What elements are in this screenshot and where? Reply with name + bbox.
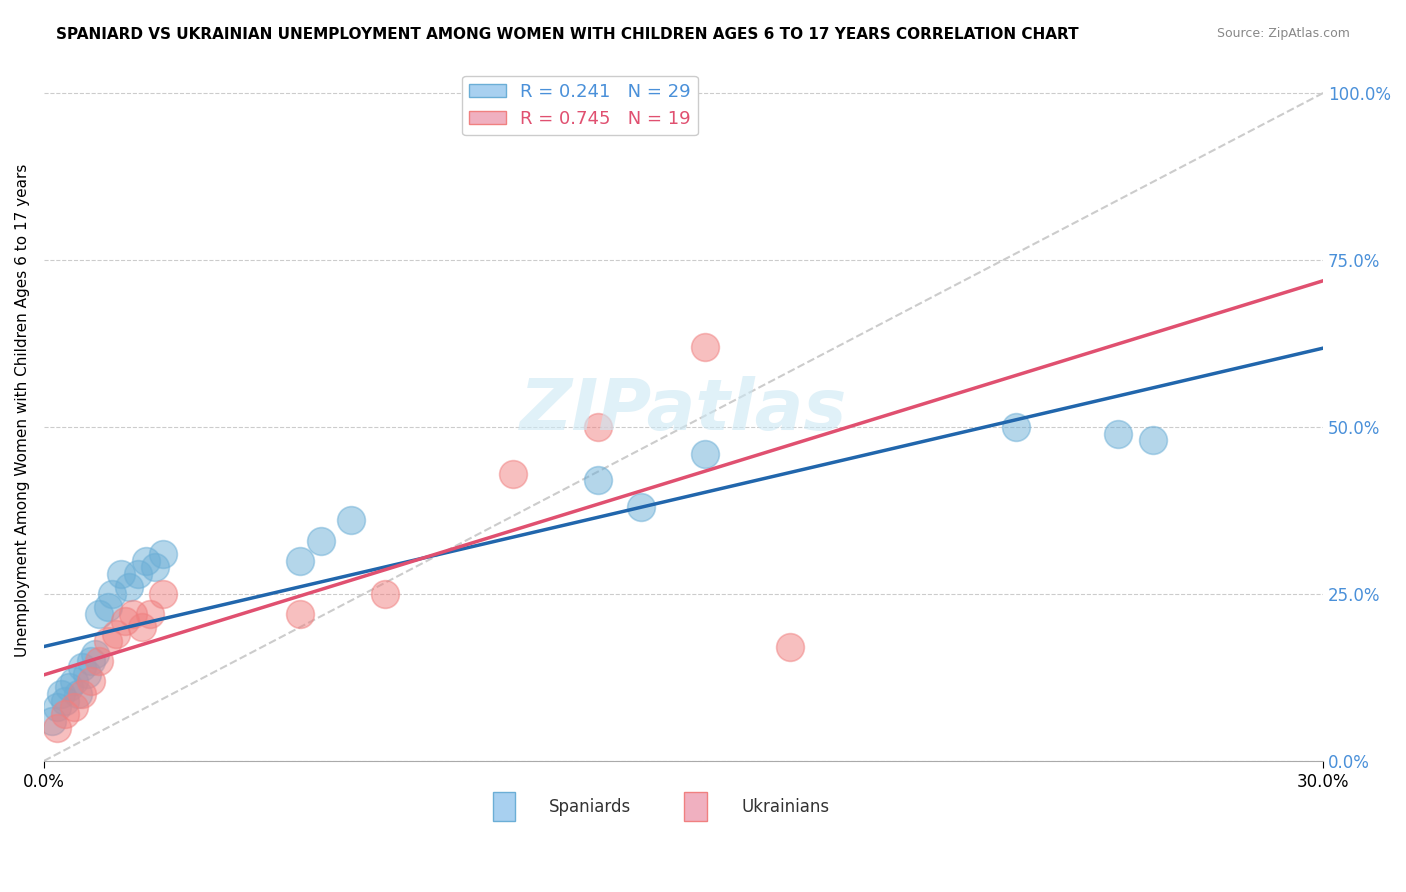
Point bbox=[53, 707, 76, 722]
Point bbox=[1005, 420, 1028, 434]
Point bbox=[131, 620, 153, 634]
Point bbox=[152, 547, 174, 561]
Point bbox=[101, 587, 124, 601]
Point bbox=[693, 340, 716, 354]
Point bbox=[84, 647, 107, 661]
Point bbox=[58, 681, 80, 695]
Point bbox=[41, 714, 63, 728]
Point bbox=[288, 553, 311, 567]
Point bbox=[586, 420, 609, 434]
Point bbox=[374, 587, 396, 601]
Point bbox=[122, 607, 145, 621]
Point bbox=[80, 673, 103, 688]
Point bbox=[152, 587, 174, 601]
Point bbox=[89, 607, 111, 621]
Point bbox=[97, 600, 120, 615]
Point bbox=[135, 553, 157, 567]
Point bbox=[62, 673, 84, 688]
Point bbox=[127, 566, 149, 581]
Point bbox=[779, 640, 801, 655]
Point bbox=[80, 654, 103, 668]
Point bbox=[62, 700, 84, 714]
Point bbox=[45, 700, 67, 714]
Text: Ukrainians: Ukrainians bbox=[741, 797, 830, 815]
Point bbox=[1107, 426, 1129, 441]
Point bbox=[105, 627, 128, 641]
Legend: R = 0.241   N = 29, R = 0.745   N = 19: R = 0.241 N = 29, R = 0.745 N = 19 bbox=[463, 76, 697, 135]
Y-axis label: Unemployment Among Women with Children Ages 6 to 17 years: Unemployment Among Women with Children A… bbox=[15, 163, 30, 657]
Text: Spaniards: Spaniards bbox=[550, 797, 631, 815]
Point bbox=[1142, 434, 1164, 448]
Point bbox=[72, 660, 94, 674]
Point bbox=[97, 633, 120, 648]
Point bbox=[114, 614, 136, 628]
Point bbox=[502, 467, 524, 481]
Point bbox=[72, 687, 94, 701]
Text: ZIPatlas: ZIPatlas bbox=[520, 376, 848, 445]
Point bbox=[139, 607, 162, 621]
Point bbox=[630, 500, 652, 515]
Point bbox=[45, 721, 67, 735]
Point bbox=[586, 474, 609, 488]
Point bbox=[340, 513, 363, 527]
Point bbox=[693, 447, 716, 461]
Point bbox=[66, 687, 89, 701]
Text: SPANIARD VS UKRAINIAN UNEMPLOYMENT AMONG WOMEN WITH CHILDREN AGES 6 TO 17 YEARS : SPANIARD VS UKRAINIAN UNEMPLOYMENT AMONG… bbox=[56, 27, 1078, 42]
Text: Source: ZipAtlas.com: Source: ZipAtlas.com bbox=[1216, 27, 1350, 40]
Point bbox=[76, 667, 98, 681]
Point bbox=[309, 533, 332, 548]
Point bbox=[110, 566, 132, 581]
Point bbox=[118, 580, 141, 594]
Point bbox=[143, 560, 166, 574]
Point bbox=[288, 607, 311, 621]
Point bbox=[89, 654, 111, 668]
Point bbox=[53, 694, 76, 708]
Point bbox=[49, 687, 72, 701]
